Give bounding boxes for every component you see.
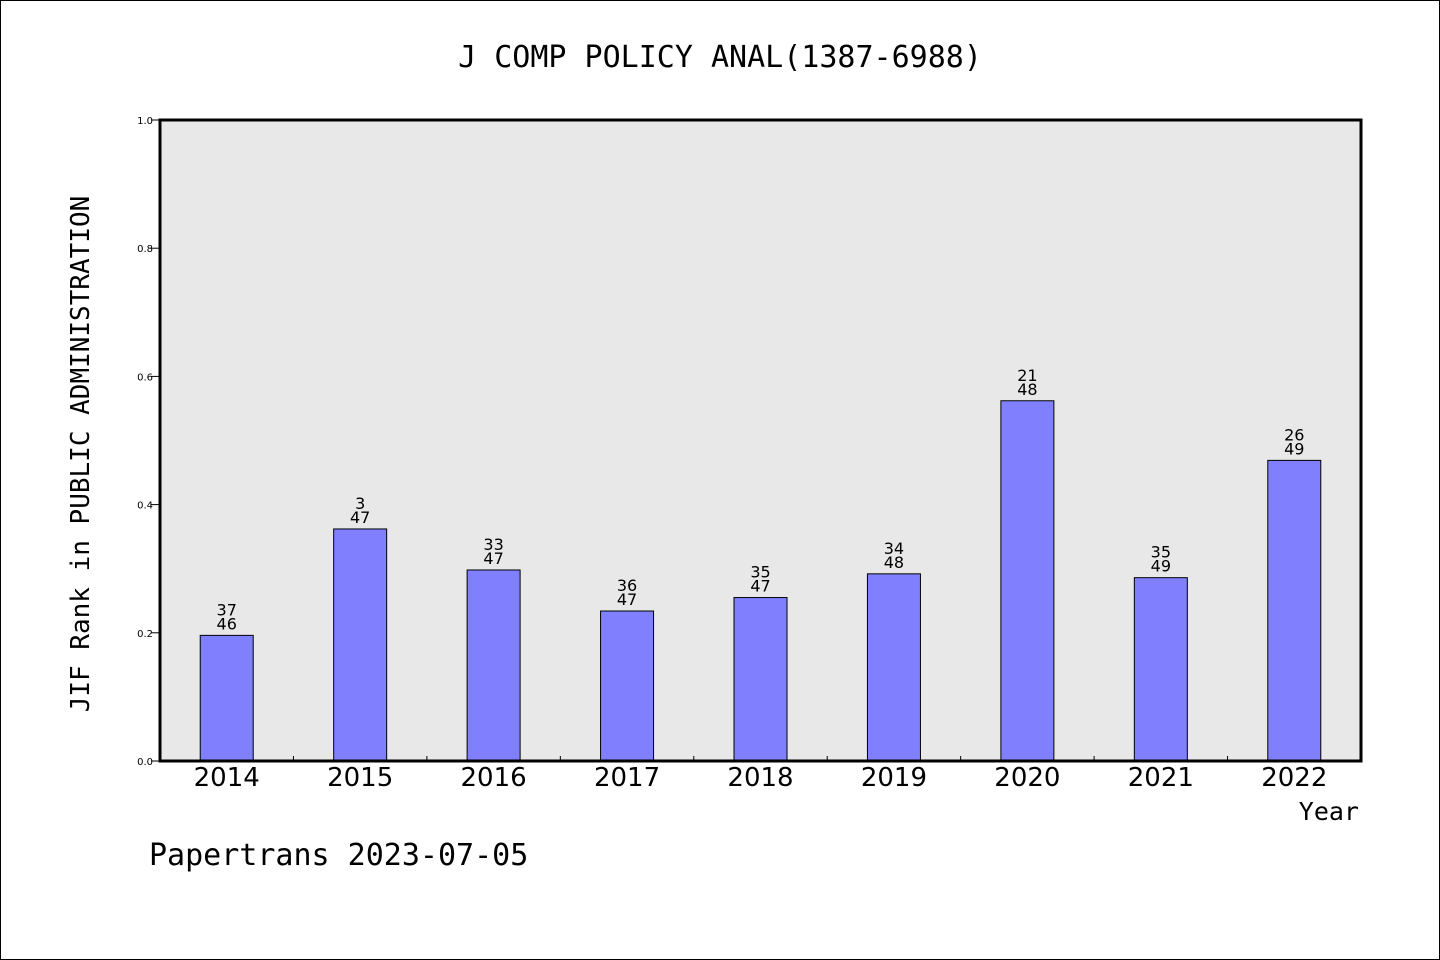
bar-rank-label: 37: [217, 600, 237, 619]
bar-total-label: 47: [350, 508, 370, 527]
x-axis-label: Year: [1299, 797, 1359, 826]
bar-total-label: 47: [617, 590, 637, 609]
x-tick-label: 2018: [727, 763, 793, 793]
bar-2021: [1133, 577, 1188, 762]
x-tick-label: 2020: [994, 763, 1060, 793]
x-tick-label: 2014: [194, 763, 260, 793]
bar-2015: [333, 528, 388, 762]
bar-2014: [199, 634, 254, 762]
bar-rank-label: 3: [355, 494, 365, 513]
bar-2022: [1267, 459, 1322, 762]
bar-rank-label: 35: [750, 563, 770, 582]
y-tick-label: 1.0: [137, 116, 153, 127]
bar-rank-label: 34: [884, 539, 904, 558]
bar-total-label: 49: [1284, 439, 1304, 458]
bar-total-label: 49: [1151, 557, 1171, 576]
bar-total-label: 48: [1017, 380, 1037, 399]
bar-total-label: 48: [884, 553, 904, 572]
bar-rank-label: 36: [617, 576, 637, 595]
y-tick-label: 0.2: [137, 629, 153, 640]
bar-rank-label: 33: [483, 535, 503, 554]
footer-text: Papertrans 2023-07-05: [149, 838, 528, 873]
bar-total-label: 47: [483, 549, 503, 568]
bar-2017: [600, 610, 655, 762]
y-axis-label: JIF Rank in PUBLIC ADMINISTRATION: [66, 196, 96, 713]
x-tick-label: 2021: [1128, 763, 1194, 793]
x-tick-label: 2016: [461, 763, 527, 793]
bar-rank-label: 26: [1284, 425, 1304, 444]
y-axis: 0.0 0.2 0.4 0.6 0.8 1.0: [137, 116, 160, 768]
y-tick-label: 0.6: [137, 372, 153, 383]
bar-rank-label: 21: [1017, 366, 1037, 385]
y-tick-label: 0.8: [137, 244, 153, 255]
y-tick-label: 0.4: [137, 501, 153, 512]
bar-2016: [466, 569, 521, 762]
x-tick-label: 2017: [594, 763, 660, 793]
bar-rank-label: 35: [1151, 543, 1171, 562]
x-tick-label: 2015: [327, 763, 393, 793]
y-tick-label: 0.0: [137, 757, 153, 768]
x-tick-label: 2019: [861, 763, 927, 793]
bar-2020: [1000, 400, 1055, 762]
plot-border: [158, 118, 1363, 763]
bar-total-label: 47: [750, 577, 770, 596]
bar-total-label: 46: [217, 614, 237, 633]
bar-2018: [733, 597, 788, 762]
x-tick-label: 2022: [1261, 763, 1327, 793]
x-axis: 2014 2015 2016 2017 2018 2019 2020 2021 2022: [194, 756, 1327, 793]
bar-2019: [866, 573, 921, 762]
chart-title: J COMP POLICY ANAL(1387-6988): [458, 40, 982, 75]
